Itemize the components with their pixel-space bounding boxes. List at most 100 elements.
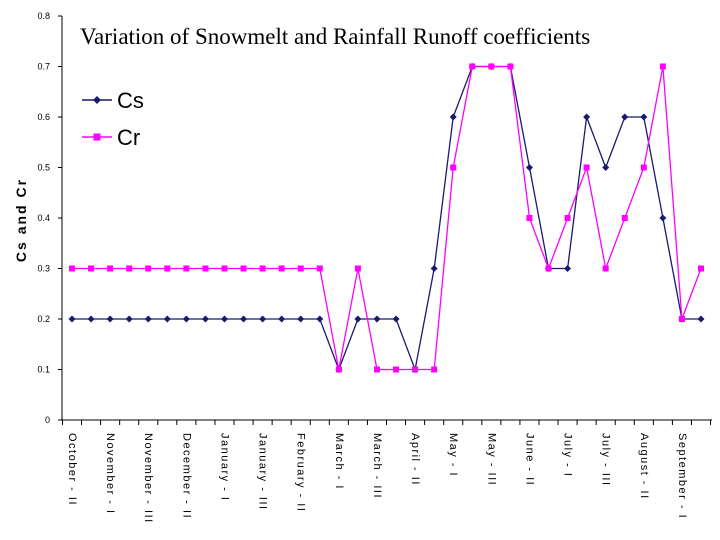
point-cs [602,164,609,171]
x-tick-label: March - I [333,433,345,490]
y-tick-label: 0.6 [37,112,50,122]
point-cs [164,316,171,323]
x-tick-label: February - II [295,433,307,512]
y-tick-label: 0.8 [37,11,50,21]
y-tick-label: 0.7 [37,62,50,72]
point-cs [145,316,152,323]
series-lines [72,67,701,370]
x-tick-label: January - III [257,433,269,511]
point-cs [69,316,76,323]
point-cr [565,215,571,221]
x-tick-label: June - II [523,433,535,486]
point-cr [241,266,247,272]
x-tick-label: December - II [180,433,192,519]
x-tick-label: October - II [66,433,78,506]
point-cs [88,316,95,323]
point-cs [183,316,190,323]
point-cr [355,266,361,272]
x-tick-label: January - I [218,433,230,501]
point-cs [526,164,533,171]
point-cr [279,266,285,272]
point-cs [373,316,380,323]
point-cr [374,367,380,373]
series-markers [69,63,705,373]
point-cr [698,266,704,272]
legend: Cs Cr [82,88,144,150]
point-cr [393,367,399,373]
point-cs [202,316,209,323]
point-cr [660,64,666,70]
series-line-cr [72,67,701,370]
point-cr [145,266,151,272]
point-cr [412,367,418,373]
chart-title: Variation of Snowmelt and Rainfall Runof… [80,24,590,49]
x-tick-label: September - I [676,433,688,519]
point-cr [469,64,475,70]
point-cr [546,266,552,272]
point-cs [640,114,647,121]
y-tick-label: 0 [45,415,50,425]
y-tick-label: 0.3 [37,264,50,274]
point-cs [393,316,400,323]
point-cs [431,265,438,272]
y-tick-label: 0.1 [37,365,50,375]
point-cr [526,215,532,221]
point-cr [336,367,342,373]
point-cs [259,316,266,323]
point-cr [450,165,456,171]
x-tick-label: April - II [409,433,421,486]
point-cr [164,266,170,272]
point-cs [316,316,323,323]
point-cr [603,266,609,272]
legend-label-cs: Cs [117,88,144,113]
point-cs [278,316,285,323]
point-cr [317,266,323,272]
point-cr [641,165,647,171]
point-cs [297,316,304,323]
point-cs [698,316,705,323]
axes [62,16,712,420]
x-tick-label: March - III [371,433,383,499]
x-tick-label: August - II [638,433,650,500]
point-cs [107,316,114,323]
point-cr [298,266,304,272]
x-tick-label: July - III [600,433,612,487]
x-tick-label: May - I [447,433,459,477]
point-cr [107,266,113,272]
point-cs [221,316,228,323]
point-cr [507,64,513,70]
point-cr [183,266,189,272]
y-axis-label: Cs and Cr [13,178,29,262]
point-cr [202,266,208,272]
point-cs [583,114,590,121]
legend-marker-cr [94,134,101,141]
point-cr [622,215,628,221]
point-cr [260,266,266,272]
point-cs [354,316,361,323]
point-cr [584,165,590,171]
legend-marker-cs [93,96,101,104]
point-cs [659,215,666,222]
x-tick-label: November - III [142,433,154,524]
point-cs [621,114,628,121]
point-cr [431,367,437,373]
y-tick-label: 0.4 [37,213,50,223]
legend-label-cr: Cr [117,125,140,150]
point-cs [240,316,247,323]
point-cr [679,316,685,322]
series-line-cs [72,67,701,370]
point-cr [88,266,94,272]
point-cr [126,266,132,272]
x-tick-label: May - III [485,433,497,486]
point-cr [488,64,494,70]
x-tick-label: November - I [104,433,116,515]
x-tick-label: July - I [562,433,574,477]
point-cs [450,114,457,121]
point-cr [221,266,227,272]
y-tick-label: 0.5 [37,163,50,173]
point-cs [564,265,571,272]
y-tick-label: 0.2 [37,314,50,324]
point-cr [69,266,75,272]
point-cs [126,316,133,323]
